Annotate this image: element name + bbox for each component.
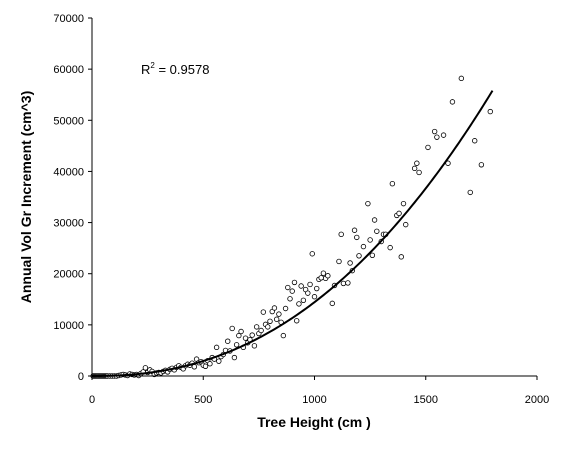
data-point — [360, 243, 367, 250]
data-point — [389, 180, 396, 187]
data-point — [242, 335, 249, 341]
data-point — [425, 144, 431, 151]
data-point — [231, 354, 238, 361]
y-tick-label: 30000 — [53, 218, 84, 230]
data-point — [434, 134, 440, 140]
data-point — [238, 328, 244, 335]
data-point — [400, 200, 407, 207]
y-axis-ticks: 0 10000 20000 30000 40000 50000 60000 70000 — [53, 13, 92, 383]
data-point — [365, 200, 371, 207]
data-point — [285, 284, 291, 291]
data-point — [431, 128, 438, 135]
data-point — [265, 324, 271, 330]
data-point — [273, 316, 280, 322]
data-point — [271, 305, 278, 311]
y-tick-label: 60000 — [53, 64, 84, 76]
data-point — [191, 364, 198, 370]
data-point — [369, 252, 376, 258]
data-point — [300, 297, 307, 304]
data-point — [309, 251, 315, 257]
data-point — [253, 324, 260, 330]
data-point — [325, 273, 331, 279]
y-tick-label: 0 — [78, 371, 84, 383]
data-point — [142, 365, 149, 371]
data-point — [356, 253, 362, 259]
data-point — [371, 217, 378, 223]
data-point — [449, 99, 456, 105]
y-tick-label: 20000 — [53, 269, 84, 281]
data-point — [367, 237, 373, 243]
data-point — [314, 285, 320, 292]
data-point — [329, 300, 335, 307]
data-point — [414, 160, 420, 166]
r-squared-superscript: 2 — [150, 61, 155, 70]
data-point — [311, 294, 318, 300]
data-point — [294, 318, 300, 324]
data-point — [398, 254, 404, 260]
data-point — [229, 325, 235, 332]
data-point — [478, 162, 485, 168]
x-tick-label: 0 — [89, 394, 95, 406]
data-point — [387, 244, 393, 251]
data-point — [374, 228, 380, 234]
data-point — [347, 260, 353, 266]
r-squared-annotation: R2 = 0.9578 — [141, 61, 209, 77]
x-axis-title: Tree Height (cm ) — [257, 414, 371, 430]
trendline — [92, 90, 494, 377]
data-point — [276, 311, 282, 317]
y-tick-label: 70000 — [53, 13, 84, 25]
data-point — [472, 138, 478, 144]
data-point — [249, 332, 255, 338]
data-point — [280, 332, 287, 339]
data-point — [440, 132, 447, 138]
x-axis-ticks: 0 500 1000 1500 2000 — [89, 376, 549, 406]
data-point — [338, 231, 344, 238]
data-point — [320, 270, 327, 276]
data-point — [251, 343, 258, 349]
data-point — [225, 338, 231, 344]
data-point — [202, 363, 209, 369]
data-point — [289, 288, 295, 294]
y-axis-title: Annual Vol Gr Increment (cm^3) — [18, 91, 34, 304]
data-point — [307, 281, 313, 288]
y-tick-label: 40000 — [53, 166, 84, 178]
data-point — [467, 189, 473, 196]
data-point — [216, 358, 222, 364]
data-point — [298, 283, 304, 289]
data-point — [287, 296, 293, 302]
data-point — [291, 279, 298, 286]
data-point — [340, 280, 347, 287]
data-point — [396, 210, 402, 217]
x-tick-label: 500 — [194, 394, 212, 406]
y-tick-label: 10000 — [53, 320, 84, 332]
data-point — [305, 290, 311, 296]
data-point — [296, 301, 302, 307]
data-point — [207, 361, 213, 367]
x-tick-label: 1000 — [302, 394, 326, 406]
data-point — [258, 327, 264, 334]
data-point — [282, 305, 289, 312]
data-point — [411, 165, 418, 172]
plot-area: 0 10000 20000 30000 40000 50000 60000 70000 0 50… — [53, 13, 549, 406]
data-point — [233, 342, 240, 348]
data-points — [90, 75, 493, 379]
data-point — [354, 234, 360, 241]
data-point — [403, 221, 409, 228]
y-tick-label: 50000 — [53, 115, 84, 127]
data-point — [487, 108, 493, 115]
data-point — [458, 75, 465, 82]
data-point — [213, 344, 220, 351]
data-point — [267, 318, 273, 324]
x-tick-label: 2000 — [525, 394, 549, 406]
data-point — [351, 227, 358, 233]
data-point — [336, 258, 342, 265]
data-point — [416, 169, 422, 176]
data-point — [236, 332, 242, 339]
x-tick-label: 1500 — [414, 394, 438, 406]
data-point — [345, 280, 351, 286]
data-point — [318, 275, 324, 281]
data-point — [260, 309, 267, 315]
